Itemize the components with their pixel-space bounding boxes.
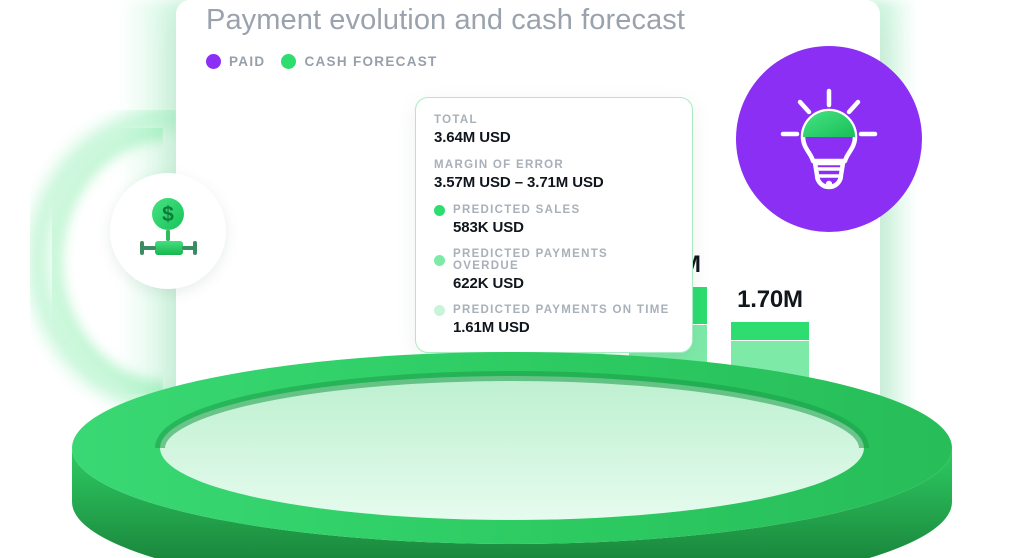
tooltip-dot-predicted-overdue	[434, 254, 445, 266]
lightbulb-idea-icon	[780, 88, 878, 190]
tooltip-total-key: TOTAL	[434, 114, 478, 126]
tooltip-key-predicted-sales: PREDICTED SALES	[453, 204, 581, 216]
legend-dot-cash-forecast	[281, 54, 297, 69]
tooltip-margin-value: 3.57M USD – 3.71M USD	[434, 174, 604, 191]
tooltip-segment-predicted-overdue: PREDICTED PAYMENTS OVERDUE 622K USD	[434, 248, 674, 292]
svg-text:$: $	[162, 203, 174, 226]
legend-label-paid: PAID	[229, 54, 266, 69]
tooltip-total-value: 3.64M USD	[434, 129, 511, 146]
tooltip-value-predicted-on-time: 1.61M USD	[453, 319, 530, 336]
tooltip-value-predicted-overdue: 622K USD	[453, 275, 524, 292]
bar-value-label: 1.70M	[737, 286, 803, 314]
legend-item-cash-forecast[interactable]: CASH FORECAST	[281, 54, 437, 69]
chart-legend: PAID CASH FORECAST	[206, 54, 438, 69]
tooltip-segment-predicted-on-time: PREDICTED PAYMENTS ON TIME 1.61M USD	[434, 304, 674, 336]
lightbulb-idea-icon-circle[interactable]	[736, 46, 922, 232]
tooltip-total-block: TOTAL 3.64M USD	[434, 114, 674, 146]
tooltip-key-predicted-overdue: PREDICTED PAYMENTS OVERDUE	[453, 248, 609, 272]
page-title: Payment evolution and cash forecast	[206, 4, 686, 36]
money-injection-icon: $	[140, 198, 197, 255]
chart-tooltip: TOTAL 3.64M USD MARGIN OF ERROR 3.57M US…	[415, 97, 693, 353]
money-injection-icon-circle[interactable]: $	[110, 173, 226, 289]
legend-dot-paid	[206, 54, 221, 69]
tooltip-value-predicted-sales: 583K USD	[453, 219, 524, 236]
tooltip-key-predicted-on-time: PREDICTED PAYMENTS ON TIME	[453, 304, 670, 316]
tooltip-dot-predicted-on-time	[434, 304, 445, 316]
tooltip-margin-block: MARGIN OF ERROR 3.57M USD – 3.71M USD	[434, 159, 674, 191]
tooltip-dot-predicted-sales	[434, 204, 445, 216]
legend-label-cash-forecast: CASH FORECAST	[304, 54, 438, 69]
bar-segment	[731, 322, 809, 341]
tooltip-margin-key: MARGIN OF ERROR	[434, 159, 565, 171]
legend-item-paid[interactable]: PAID	[206, 54, 265, 69]
tooltip-segment-predicted-sales: PREDICTED SALES 583K USD	[434, 204, 674, 236]
decorative-green-ring	[72, 352, 952, 558]
